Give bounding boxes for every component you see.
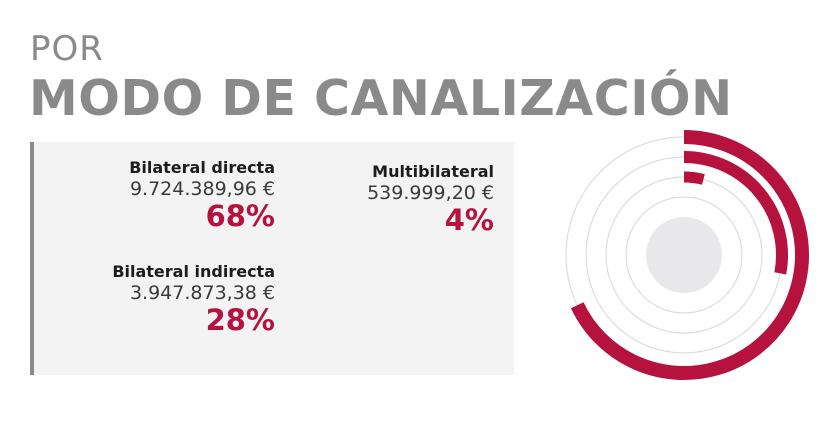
legend-panel — [30, 142, 514, 375]
legend-entry-bilateral-directa: Bilateral directa 9.724.389,96 € 68% — [129, 158, 275, 232]
legend-entry-bilateral-indirecta: Bilateral indirecta 3.947.873,38 € 28% — [112, 262, 275, 336]
legend-entry-name: Bilateral directa — [129, 158, 275, 177]
ring-guide — [625, 196, 743, 314]
radial-bar-bilateral-directa — [570, 130, 809, 380]
legend-entry-name: Bilateral indirecta — [112, 262, 275, 281]
legend-entry-multibilateral: Multibilateral 539.999,20 € 4% — [367, 162, 494, 236]
title-prefix: POR — [30, 29, 104, 69]
legend-entry-percent: 28% — [205, 303, 275, 337]
legend-entry-amount: 9.724.389,96 € — [129, 178, 275, 200]
panel-accent-bar — [30, 142, 34, 375]
legend-entry-percent: 4% — [444, 203, 494, 237]
page-title: MODO DE CANALIZACIÓN — [29, 70, 733, 127]
radial-bar-multibilateral — [683, 171, 705, 185]
legend-entry-amount: 539.999,20 € — [367, 182, 494, 204]
center-disc — [646, 217, 722, 293]
legend-entry-name: Multibilateral — [372, 162, 494, 181]
legend-entry-amount: 3.947.873,38 € — [129, 282, 275, 304]
radial-bar-chart — [565, 130, 809, 380]
legend-entry-percent: 68% — [205, 199, 275, 233]
radial-bar-bilateral-indirecta — [683, 151, 788, 275]
